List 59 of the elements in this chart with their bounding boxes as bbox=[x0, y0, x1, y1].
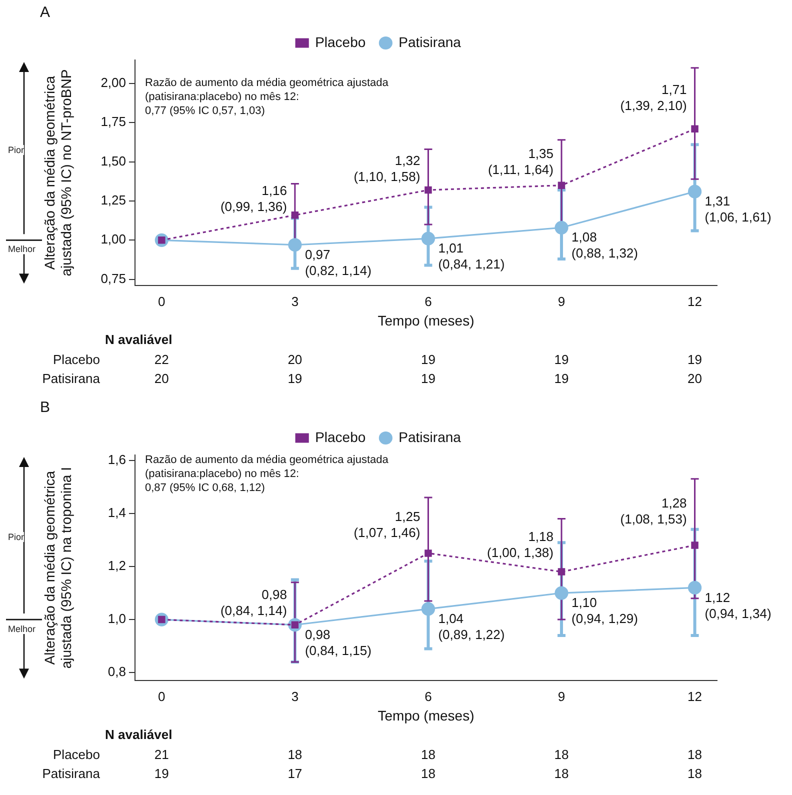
x-tick-label: 12 bbox=[688, 294, 702, 309]
x-tick-label: 6 bbox=[424, 294, 432, 309]
x-tick-label: 6 bbox=[424, 688, 432, 704]
legend-label: Patisirana bbox=[398, 34, 462, 50]
data-label: 1,25 (1,07, 1,46) bbox=[354, 508, 420, 540]
chart-title: A bbox=[40, 4, 50, 22]
data-label: 1,01 (0,84, 1,21) bbox=[438, 240, 505, 272]
x-tick-label: 0 bbox=[158, 294, 166, 309]
x-tick-label: 0 bbox=[158, 688, 166, 704]
text: Pior bbox=[8, 145, 24, 156]
y-tick-label: 0,8 bbox=[108, 664, 126, 680]
data-label: 0,98 (0,84, 1,15) bbox=[304, 626, 372, 658]
text: Patisirana 20 19 19 19 20 bbox=[42, 371, 702, 386]
y-tick-label: 2,00 bbox=[100, 75, 126, 90]
x-tick-label: 9 bbox=[558, 294, 566, 309]
legend-label: Placebo bbox=[315, 428, 366, 445]
legend-label: Placebo bbox=[315, 34, 366, 50]
legend-label: Patisirana bbox=[398, 428, 462, 445]
y-tick-label: 0,75 bbox=[100, 270, 126, 286]
y-tick-label: 1,25 bbox=[100, 192, 126, 208]
annotation: Razão de aumento da média geométrica ajustada (patisirana:placebo) no mês 12: 0,77 (95% IC 0,57, 1,03) bbox=[145, 77, 390, 118]
y-tick-label: 1,6 bbox=[108, 452, 126, 467]
data-label: 1,18 (1,00, 1,38) bbox=[487, 528, 554, 560]
x-axis-title: Tempo (meses) bbox=[378, 707, 474, 724]
data-label: 1,10 (0,94, 1,29) bbox=[572, 595, 638, 626]
x-tick-label: 3 bbox=[291, 294, 299, 309]
text: Patisirana 19 17 18 18 18 bbox=[42, 766, 702, 781]
x-tick-label: 12 bbox=[688, 688, 702, 704]
data-label: 1,16 (0,99, 1,36) bbox=[220, 183, 287, 214]
data-label: 1,35 (1,11, 1,64) bbox=[488, 146, 554, 178]
chart-title: B bbox=[40, 399, 50, 416]
y-tick-label: 1,00 bbox=[100, 232, 126, 247]
x-tick-label: 3 bbox=[291, 688, 299, 704]
text: Melhor bbox=[8, 244, 36, 254]
y-tick-label: 1,2 bbox=[108, 558, 126, 574]
y-axis-title: Alteração da média geométrica ajustada (95% IC) no NT-proBNP bbox=[41, 69, 74, 276]
text: Placebo 22 20 19 19 19 bbox=[53, 352, 702, 367]
x-axis-title: Tempo (meses) bbox=[378, 312, 474, 328]
data-label: 0,98 (0,84, 1,14) bbox=[220, 587, 287, 618]
text: N avaliável bbox=[105, 332, 172, 347]
x-tick-label: 9 bbox=[558, 688, 566, 704]
y-axis-title: Alteração da média geométrica ajustada (95% IC) na troponina I bbox=[41, 467, 74, 669]
text: Placebo 21 18 18 18 18 bbox=[53, 747, 702, 762]
y-tick-label: 1,0 bbox=[108, 611, 126, 626]
data-label: 0,97 (0,82, 1,14) bbox=[304, 246, 372, 278]
data-label: 1,31 (1,06, 1,61) bbox=[704, 194, 772, 225]
y-tick-label: 1,50 bbox=[100, 153, 126, 168]
data-label: 1,32 (1,10, 1,58) bbox=[354, 153, 420, 184]
data-label: 1,12 (0,94, 1,34) bbox=[704, 590, 772, 621]
data-label: 1,28 (1,08, 1,53) bbox=[620, 496, 687, 527]
text: N avaliável bbox=[105, 727, 172, 742]
data-label: 1,04 (0,89, 1,22) bbox=[438, 611, 505, 642]
text: Melhor bbox=[8, 624, 36, 634]
text: Pior bbox=[8, 532, 24, 542]
y-tick-label: 1,75 bbox=[100, 114, 126, 130]
annotation: Razão de aumento da média geométrica ajustada (patisirana:placebo) no mês 12: 0,87 (95% IC 0,68, 1,12) bbox=[145, 454, 390, 494]
data-label: 1,71 (1,39, 2,10) bbox=[620, 82, 687, 113]
y-tick-label: 1,4 bbox=[108, 504, 126, 520]
data-label: 1,08 (0,88, 1,32) bbox=[572, 230, 638, 261]
